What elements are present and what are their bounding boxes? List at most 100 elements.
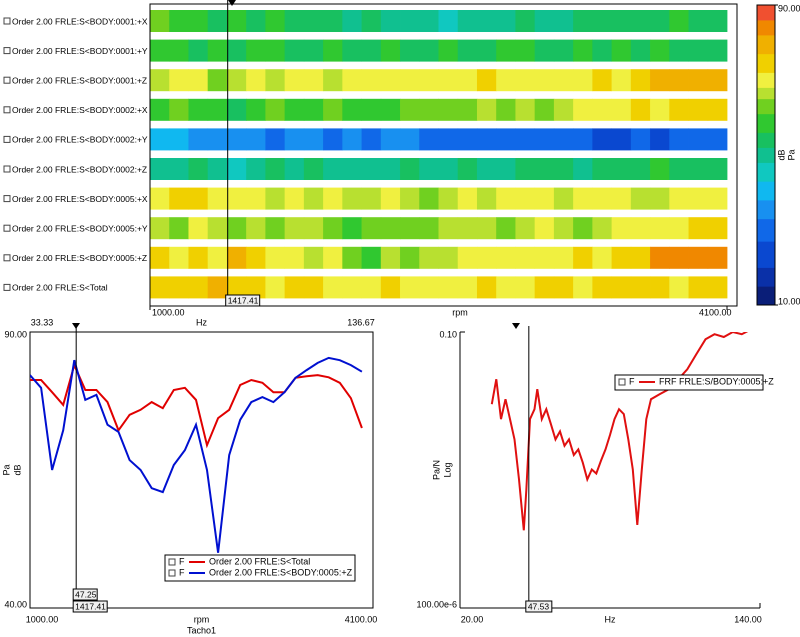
legend-checkbox[interactable]: [168, 569, 176, 577]
heat-cell: [265, 69, 286, 92]
row-checkbox[interactable]: [3, 17, 11, 25]
colorbar-tick-label: 90.00: [778, 3, 800, 13]
heat-cell: [246, 10, 266, 32]
heat-cell: [169, 10, 189, 32]
heat-cell: [303, 246, 324, 269]
heat-cell: [342, 246, 362, 269]
row-label: Order 2.00 FRLE:S<BODY:0002:+Y: [12, 135, 148, 145]
heat-cell: [688, 158, 709, 180]
x-axis-label: Hz: [605, 614, 616, 624]
y-tick-label: 100.00e-6: [416, 599, 457, 609]
heat-cell: [323, 98, 343, 121]
heat-cell: [476, 217, 497, 240]
heat-cell: [438, 187, 459, 210]
y-tick-label: 40.00: [4, 599, 27, 609]
x2-tick-label: 33.33: [31, 317, 54, 327]
heat-cell: [650, 98, 670, 121]
row-checkbox[interactable]: [3, 224, 11, 232]
heat-cell: [707, 39, 728, 62]
heat-cell: [342, 158, 362, 180]
heat-cell: [207, 10, 228, 32]
heat-cell: [630, 276, 651, 299]
heat-cell: [515, 276, 536, 299]
heat-cell: [534, 10, 555, 32]
heat-cell: [207, 158, 228, 180]
row-checkbox[interactable]: [3, 195, 11, 203]
cursor-label: 1417.41: [75, 601, 106, 611]
heat-cell: [246, 187, 266, 210]
heat-cell: [380, 217, 401, 240]
heat-cell: [688, 246, 709, 269]
heat-cell: [265, 10, 286, 32]
heat-cell: [688, 217, 709, 240]
row-checkbox[interactable]: [3, 283, 11, 291]
heat-cell: [534, 276, 555, 299]
legend-prefix: F: [179, 567, 185, 577]
heat-cell: [630, 217, 651, 240]
heat-cell: [553, 217, 574, 240]
row-label: Order 2.00 FRLE:S<BODY:0001:+Y: [12, 46, 148, 56]
heat-cell: [707, 10, 728, 32]
heat-cell: [361, 128, 382, 151]
cursor-label-box: [225, 294, 261, 307]
heat-cell: [650, 39, 670, 62]
row-checkbox[interactable]: [3, 47, 11, 55]
heat-cell: [553, 158, 574, 180]
heat-cell: [438, 246, 459, 269]
cursor-handle[interactable]: [228, 0, 236, 6]
heat-cell: [496, 187, 516, 210]
legend-checkbox[interactable]: [168, 558, 176, 566]
row-label: Order 2.00 FRLE:S<BODY:0001:+X: [12, 16, 148, 26]
heat-cell: [169, 39, 189, 62]
row-checkbox[interactable]: [3, 165, 11, 173]
heat-cell: [380, 276, 401, 299]
heat-cell: [226, 98, 247, 121]
row-checkbox[interactable]: [3, 106, 11, 114]
heat-cell: [688, 69, 709, 92]
heat-cell: [169, 246, 189, 269]
heat-cell: [650, 10, 670, 32]
heat-cell: [246, 69, 266, 92]
heat-cell: [342, 69, 362, 92]
heat-cell: [400, 128, 420, 151]
row-checkbox[interactable]: [3, 135, 11, 143]
heat-cell: [419, 276, 439, 299]
heat-cell: [669, 10, 689, 32]
row-label: Order 2.00 FRLE:S<BODY:0002:+X: [12, 105, 148, 115]
heat-cell: [284, 69, 305, 92]
heat-cell: [169, 128, 189, 151]
heat-cell: [265, 246, 286, 269]
colorbar-band: [757, 113, 775, 133]
legend-frame: [614, 374, 764, 391]
heat-cell: [150, 69, 170, 92]
y-axis-label: Pa: [1, 464, 11, 475]
heat-cell: [707, 187, 728, 210]
heat-cell: [611, 128, 632, 151]
heat-cell: [303, 69, 324, 92]
heat-cell: [630, 187, 651, 210]
y-axis-label: Log: [442, 462, 452, 477]
heat-cell: [669, 128, 689, 151]
heat-cell: [419, 246, 439, 269]
heat-cell: [438, 158, 459, 180]
heat-cell: [361, 276, 382, 299]
heat-cell: [573, 158, 593, 180]
heat-cell: [515, 98, 536, 121]
heat-cell: [688, 98, 709, 121]
heat-cell: [169, 276, 189, 299]
heat-cell: [188, 217, 209, 240]
heat-cell: [400, 217, 420, 240]
y-axis-label: Pa/N: [431, 460, 441, 480]
heat-cell: [226, 217, 247, 240]
cursor-handle[interactable]: [512, 323, 520, 329]
colorbar-tick-label: 10.00: [778, 296, 800, 306]
row-checkbox[interactable]: [3, 254, 11, 262]
row-checkbox[interactable]: [3, 76, 11, 84]
heat-cell: [419, 158, 439, 180]
x-tick-label: 4100.00: [699, 307, 732, 317]
heat-cell: [611, 98, 632, 121]
heat-cell: [207, 217, 228, 240]
heat-cell: [611, 246, 632, 269]
legend-checkbox[interactable]: [618, 378, 626, 386]
y-tick-label: 0.10: [439, 329, 457, 339]
